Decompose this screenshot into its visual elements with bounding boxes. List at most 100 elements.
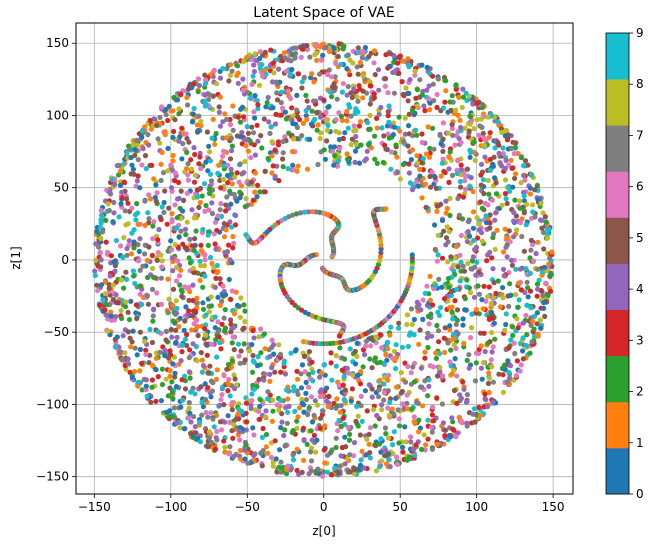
scatter-point xyxy=(403,439,409,445)
scatter-point xyxy=(501,273,507,279)
scatter-point xyxy=(196,161,202,167)
scatter-point xyxy=(429,412,435,418)
scatter-point xyxy=(387,399,393,406)
scatter-point xyxy=(303,397,309,403)
scatter-point xyxy=(176,324,182,330)
scatter-point xyxy=(273,456,279,462)
scatter-point xyxy=(500,151,506,157)
scatter-point xyxy=(404,312,410,318)
scatter-point xyxy=(320,52,326,59)
scatter-point xyxy=(192,236,198,242)
scatter-point xyxy=(173,384,179,390)
scatter-point xyxy=(229,400,235,406)
scatter-point xyxy=(104,302,110,308)
scatter-point xyxy=(449,172,456,178)
scatter-point xyxy=(483,298,489,304)
scatter-point xyxy=(143,351,149,357)
scatter-point xyxy=(507,363,514,369)
scatter-point xyxy=(115,300,121,306)
scatter-point xyxy=(457,178,463,185)
scatter-point xyxy=(254,194,260,200)
scatter-point xyxy=(362,45,368,51)
scatter-point xyxy=(434,258,440,264)
scatter-point xyxy=(294,425,300,431)
scatter-point xyxy=(309,419,316,425)
scatter-point xyxy=(298,54,304,60)
scatter-point xyxy=(203,312,209,318)
scatter-point xyxy=(357,59,363,66)
scatter-point xyxy=(274,402,280,408)
scatter-point xyxy=(112,263,118,269)
scatter-point xyxy=(171,354,177,360)
scatter-point xyxy=(186,414,192,420)
scatter-point xyxy=(489,197,495,203)
scatter-point xyxy=(489,349,495,355)
scatter-point xyxy=(484,404,491,410)
scatter-point xyxy=(471,406,477,412)
scatter-point xyxy=(225,413,231,419)
scatter-point xyxy=(326,48,332,55)
scatter-point xyxy=(355,372,361,378)
scatter-point xyxy=(376,394,382,400)
scatter-point xyxy=(202,252,208,258)
scatter-point xyxy=(402,131,408,137)
x-tick-label: 100 xyxy=(465,500,488,514)
scatter-point xyxy=(410,364,416,370)
scatter-point xyxy=(190,341,196,347)
scatter-point xyxy=(334,403,340,409)
scatter-point xyxy=(139,162,145,168)
scatter-point xyxy=(303,390,309,396)
scatter-point xyxy=(517,266,523,272)
scatter-point xyxy=(293,45,299,51)
scatter-point xyxy=(182,318,188,324)
scatter-point xyxy=(218,201,224,207)
scatter-point xyxy=(466,128,472,134)
scatter-point xyxy=(272,438,278,444)
scatter-point xyxy=(134,137,140,143)
scatter-point xyxy=(402,115,408,121)
scatter-point xyxy=(457,278,463,284)
scatter-point xyxy=(367,101,373,107)
scatter-point xyxy=(202,332,209,338)
scatter-point xyxy=(466,352,472,358)
scatter-point xyxy=(480,306,486,312)
scatter-point xyxy=(347,346,353,352)
scatter-point xyxy=(347,72,353,78)
scatter-point xyxy=(425,313,431,319)
scatter-point xyxy=(118,243,124,249)
scatter-point xyxy=(170,268,176,274)
scatter-point xyxy=(178,404,184,410)
scatter-point xyxy=(299,396,305,402)
scatter-point xyxy=(221,315,227,321)
scatter-point xyxy=(217,123,223,129)
scatter-point xyxy=(431,418,437,424)
scatter-point xyxy=(186,400,192,406)
scatter-point xyxy=(163,328,170,335)
scatter-point xyxy=(137,267,143,273)
scatter-point xyxy=(460,86,466,92)
scatter-point xyxy=(187,260,193,266)
scatter-point xyxy=(237,195,243,201)
scatter-point xyxy=(132,146,138,152)
scatter-point xyxy=(281,50,288,56)
scatter-point xyxy=(379,125,385,131)
scatter-point xyxy=(317,374,323,380)
scatter-point xyxy=(387,63,393,69)
scatter-point xyxy=(322,156,328,162)
scatter-point xyxy=(249,81,255,88)
scatter-point xyxy=(255,354,261,360)
scatter-point xyxy=(320,473,326,479)
scatter-point xyxy=(400,444,406,450)
colorbar-segment xyxy=(606,263,629,310)
scatter-point xyxy=(177,282,183,288)
scatter-point xyxy=(499,202,505,208)
scatter-point xyxy=(351,440,358,446)
scatter-point xyxy=(317,415,324,421)
scatter-point xyxy=(474,259,480,265)
scatter-point xyxy=(351,123,357,129)
scatter-point xyxy=(123,269,129,275)
scatter-point xyxy=(527,288,534,294)
scatter-point xyxy=(191,321,197,327)
scatter-point xyxy=(224,194,230,200)
scatter-point xyxy=(440,120,446,126)
